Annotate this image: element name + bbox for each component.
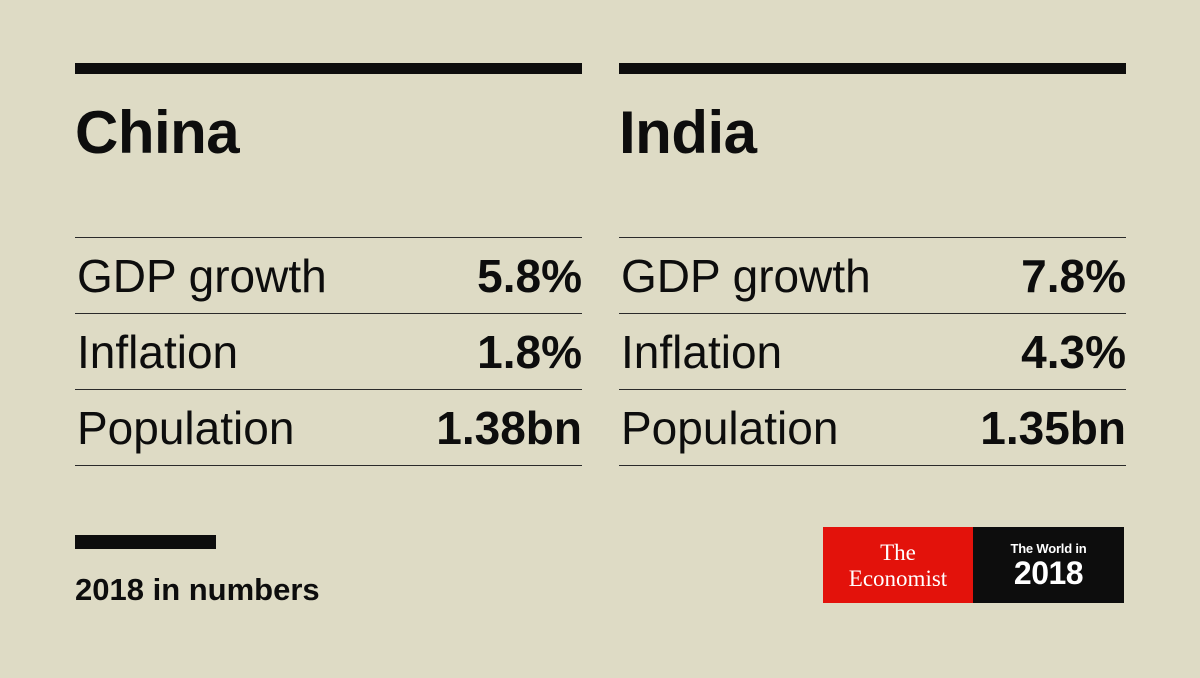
india-gdp-label: GDP growth xyxy=(621,249,871,302)
china-population-label: Population xyxy=(77,401,295,454)
china-panel: China GDP growth 5.8% Inflation 1.8% Pop… xyxy=(75,63,582,466)
india-population-row: Population 1.35bn xyxy=(619,390,1126,466)
china-inflation-label: Inflation xyxy=(77,325,239,378)
economist-world-in-2018-logo: The Economist The World in 2018 xyxy=(823,527,1124,603)
india-inflation-row: Inflation 4.3% xyxy=(619,314,1126,390)
india-title: India xyxy=(619,99,757,166)
india-population-label: Population xyxy=(621,401,839,454)
india-population-value: 1.35bn xyxy=(980,401,1126,454)
india-gdp-row: GDP growth 7.8% xyxy=(619,238,1126,314)
india-gdp-value: 7.8% xyxy=(1021,249,1126,302)
logo-economist-text: Economist xyxy=(848,565,948,591)
china-population-row: Population 1.38bn xyxy=(75,390,582,466)
india-stats-table: GDP growth 7.8% Inflation 4.3% Populatio… xyxy=(619,237,1126,466)
india-inflation-value: 4.3% xyxy=(1021,325,1126,378)
world-in-2018-block: The World in 2018 xyxy=(973,527,1124,603)
china-inflation-row: Inflation 1.8% xyxy=(75,314,582,390)
footer-rule xyxy=(75,535,216,549)
logo-the-text: The xyxy=(880,539,916,565)
india-inflation-label: Inflation xyxy=(621,325,783,378)
china-stats-table: GDP growth 5.8% Inflation 1.8% Populatio… xyxy=(75,237,582,466)
footer-caption: 2018 in numbers xyxy=(75,572,320,607)
china-gdp-label: GDP growth xyxy=(77,249,327,302)
china-gdp-row: GDP growth 5.8% xyxy=(75,238,582,314)
china-top-rule xyxy=(75,63,582,74)
india-top-rule xyxy=(619,63,1126,74)
india-panel: India GDP growth 7.8% Inflation 4.3% Pop… xyxy=(619,63,1126,466)
logo-world-in-text: The World in xyxy=(1010,540,1087,556)
china-title: China xyxy=(75,99,240,166)
china-gdp-value: 5.8% xyxy=(477,249,582,302)
china-inflation-value: 1.8% xyxy=(477,325,582,378)
economist-logo-block: The Economist xyxy=(823,527,973,603)
logo-year-text: 2018 xyxy=(1013,554,1084,591)
china-population-value: 1.38bn xyxy=(436,401,582,454)
